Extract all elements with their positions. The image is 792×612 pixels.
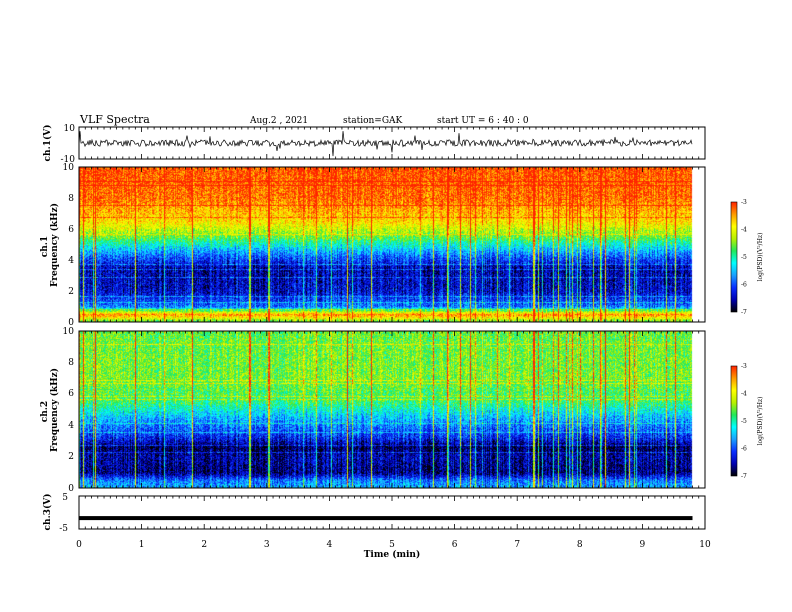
ch1-colorbar-tick--4: -4 xyxy=(741,227,747,234)
ch2-colorbar-label: log(PSD)(V²/Hz) xyxy=(757,397,764,446)
figure-title: VLF Spectra xyxy=(79,113,150,126)
ch1-spectrogram-panel: 0 2 4 6 8 10 ch.1 Frequency (kHz) xyxy=(40,163,706,328)
ch2-ytick-2: 2 xyxy=(68,452,74,462)
time-tick-label-0: 0 xyxy=(76,540,82,550)
ch1-ylabel-line2: Frequency (kHz) xyxy=(49,203,60,287)
ch2-ytick-10: 10 xyxy=(63,327,75,337)
ch1-waveform-ylabel: ch.1(V) xyxy=(42,125,53,162)
ch2-colorbar-tick--5: -5 xyxy=(741,418,747,425)
ch1-ytick-bottom: -10 xyxy=(61,155,76,165)
start-time-label: start UT = 6 : 40 : 0 xyxy=(437,116,529,126)
ch1-colorbar-label: log(PSD)(V²/Hz) xyxy=(757,233,764,282)
ch2-ylabel-line2: Frequency (kHz) xyxy=(49,368,60,452)
ch1-ytick-10: 10 xyxy=(63,163,75,173)
ch3-ytick-top: 5 xyxy=(62,493,68,503)
time-tick-label-7: 7 xyxy=(514,540,520,550)
ch1-colorbar-tick--6: -6 xyxy=(741,282,747,289)
time-tick-label-6: 6 xyxy=(452,540,458,550)
ch1-colorbar-tick--3: -3 xyxy=(741,199,747,206)
ch3-waveform-ylabel: ch.3(V) xyxy=(42,494,53,531)
ch1-waveform-panel: 10 -10 ch.1(V) xyxy=(42,124,706,165)
ch2-colorbar-tick--3: -3 xyxy=(741,363,747,370)
ch1-colorbar-ticks: -3 -4 -5 -6 -7 xyxy=(741,199,747,316)
ch2-ylabel-line1: ch.2 xyxy=(40,401,50,422)
station-label: station=GAK xyxy=(343,116,403,126)
ch2-ytick-0: 0 xyxy=(68,484,74,494)
ch2-colorbar-tick--6: -6 xyxy=(741,446,747,453)
time-tick-label-2: 2 xyxy=(201,540,207,550)
ch2-spectrogram-ylabel: ch.2 Frequency (kHz) xyxy=(40,368,60,452)
ch1-spectrogram-ylabel: ch.1 Frequency (kHz) xyxy=(40,203,60,287)
ch1-ytick-0: 0 xyxy=(68,318,74,328)
ch2-freq-ticks: 0 2 4 6 8 10 xyxy=(63,327,75,494)
ch3-waveform-trace xyxy=(79,516,693,521)
ch2-colorbar-ticks: -3 -4 -5 -6 -7 xyxy=(741,363,747,480)
ch2-spectrogram-image xyxy=(79,331,705,488)
ch1-waveform-ticks xyxy=(78,127,706,159)
ch1-colorbar-scale xyxy=(730,201,738,313)
ch1-spectrogram-image xyxy=(79,167,705,322)
time-tick-label-1: 1 xyxy=(139,540,145,550)
time-tick-label-4: 4 xyxy=(327,540,333,550)
ch1-ylabel-line1: ch.1 xyxy=(40,236,50,257)
ch2-colorbar-scale xyxy=(730,365,738,477)
ch1-ytick-8: 8 xyxy=(68,194,74,204)
ch2-spectrogram-ticks xyxy=(78,331,706,488)
ch1-spectrogram-ticks xyxy=(78,167,706,322)
ch2-ytick-8: 8 xyxy=(68,358,74,368)
ch1-freq-ticks: 0 2 4 6 8 10 xyxy=(63,163,75,328)
ch1-ytick-2: 2 xyxy=(68,287,74,297)
time-tick-label-10: 10 xyxy=(699,540,711,550)
ch2-ytick-4: 4 xyxy=(68,421,74,431)
ch2-spectrogram-panel: 0 2 4 6 8 10 ch.2 Frequency (kHz) xyxy=(40,327,706,494)
time-tick-label-9: 9 xyxy=(640,540,646,550)
ch2-ytick-6: 6 xyxy=(68,389,74,399)
time-tick-label-3: 3 xyxy=(264,540,270,550)
time-axis-tick-labels: 0 1 2 3 4 5 6 7 8 9 10 xyxy=(76,540,711,550)
ch1-ytick-6: 6 xyxy=(68,225,74,235)
ch2-colorbar-tick--4: -4 xyxy=(741,391,747,398)
ch1-colorbar-tick--7: -7 xyxy=(741,309,747,316)
ch1-waveform-trace xyxy=(78,131,693,157)
ch1-colorbar: -3 -4 -5 -6 -7 log(PSD)(V²/Hz) xyxy=(730,199,764,316)
ch1-ytick-4: 4 xyxy=(68,256,74,266)
time-tick-label-5: 5 xyxy=(389,540,395,550)
ch3-waveform-ticks xyxy=(78,496,706,529)
ch3-ytick-bottom: -5 xyxy=(59,524,68,534)
ch1-ytick-top: 10 xyxy=(64,124,76,134)
date-label: Aug.2 , 2021 xyxy=(249,116,308,126)
ch2-colorbar-tick--7: -7 xyxy=(741,473,747,480)
ch2-colorbar: -3 -4 -5 -6 -7 log(PSD)(V²/Hz) xyxy=(730,363,764,480)
time-axis-label: Time (min) xyxy=(364,549,421,560)
time-tick-label-8: 8 xyxy=(577,540,583,550)
ch1-colorbar-tick--5: -5 xyxy=(741,254,747,261)
ch3-waveform-panel: 5 -5 ch.3(V) xyxy=(42,493,706,534)
